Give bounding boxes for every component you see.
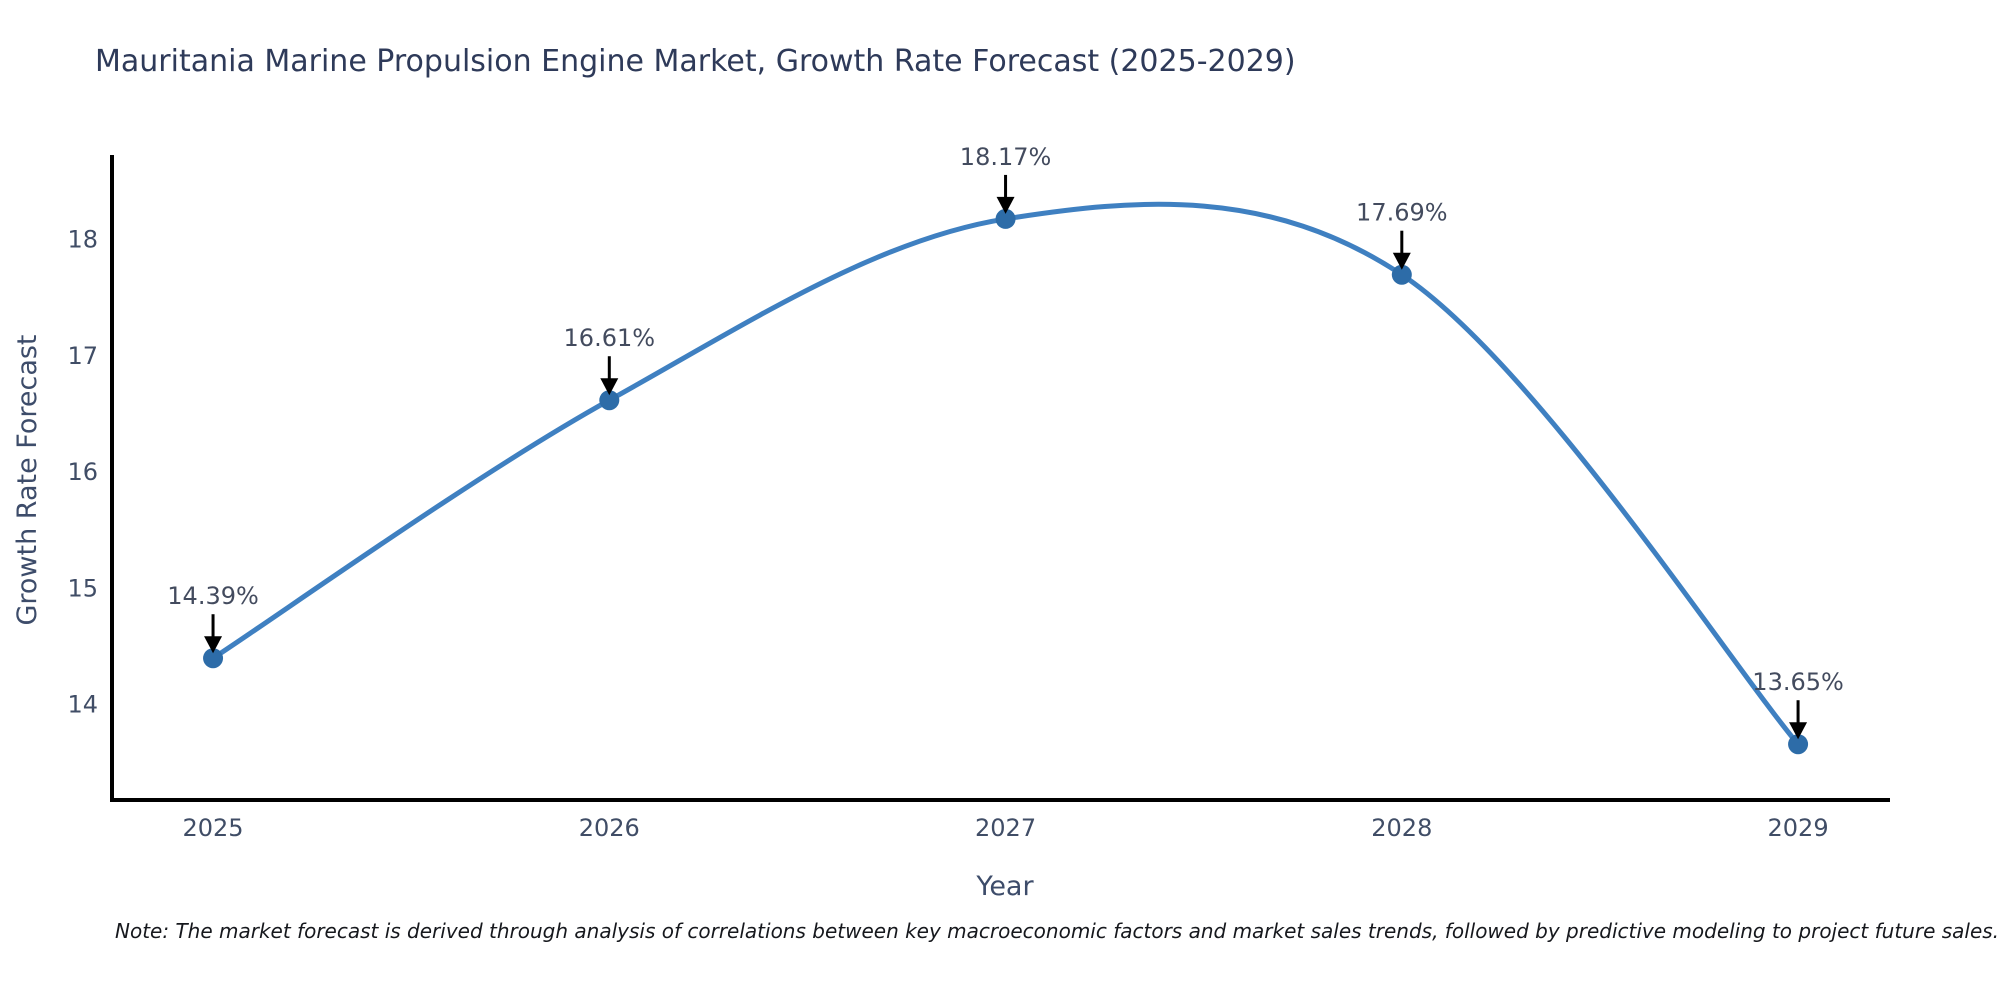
x-tick-label: 2026	[579, 814, 640, 842]
x-tick-label: 2028	[1371, 814, 1432, 842]
data-point-label: 14.39%	[167, 582, 259, 610]
data-point-marker	[203, 648, 224, 669]
data-point-marker	[995, 208, 1016, 229]
data-point-label: 13.65%	[1752, 668, 1844, 696]
data-point-marker	[1788, 734, 1809, 755]
data-point-label: 16.61%	[564, 324, 656, 352]
x-tick-label: 2029	[1768, 814, 1829, 842]
y-axis-title: Growth Rate Forecast	[12, 334, 43, 625]
chart-title: Mauritania Marine Propulsion Engine Mark…	[95, 44, 1296, 79]
data-point-label: 17.69%	[1356, 199, 1448, 227]
x-axis-title: Year	[975, 871, 1034, 902]
annotation-arrowhead-icon	[1392, 252, 1411, 270]
y-tick-label: 15	[67, 574, 98, 602]
data-point-marker	[599, 390, 620, 411]
y-tick-label: 18	[67, 226, 98, 254]
data-point-marker	[1391, 264, 1412, 285]
x-tick-label: 2027	[975, 814, 1036, 842]
tick-labels-group: 14 15 16 17 18 2025 2026 2027 2028 2029	[67, 226, 1828, 842]
series-group	[203, 201, 1809, 755]
series-line	[210, 201, 1801, 747]
annotation-arrowhead-icon	[996, 196, 1015, 214]
y-tick-label: 16	[67, 458, 98, 486]
annotations-group: 14.39% 16.61% 18.17% 17.69% 13.65%	[167, 143, 1844, 740]
annotation-arrowhead-icon	[600, 378, 619, 396]
axes-group	[110, 155, 1890, 802]
y-tick-label: 17	[67, 342, 98, 370]
annotation-arrowhead-icon	[1789, 722, 1808, 740]
footnote: Note: The market forecast is derived thr…	[115, 919, 2000, 943]
data-point-label: 18.17%	[960, 143, 1052, 171]
annotation-arrowhead-icon	[204, 636, 223, 654]
x-tick-label: 2025	[183, 814, 244, 842]
y-tick-label: 14	[67, 691, 98, 719]
